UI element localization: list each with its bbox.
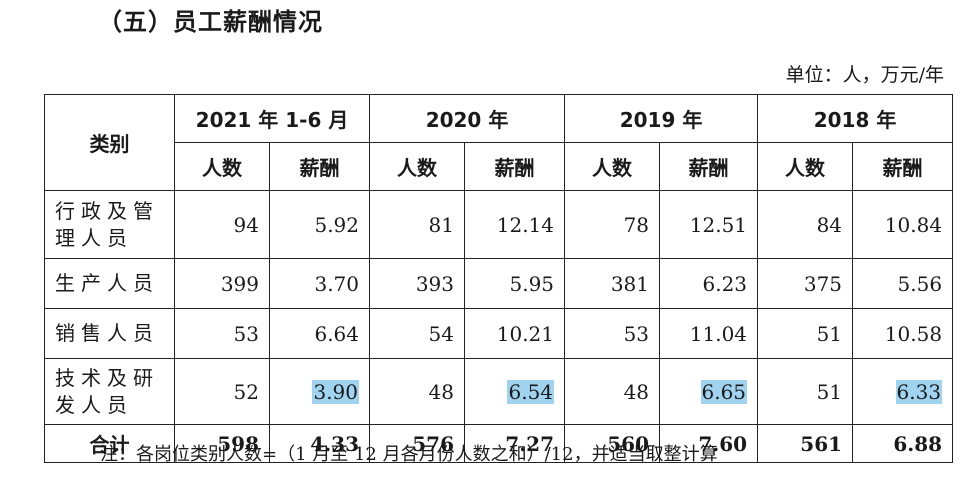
salary-cell: 10.21 [463,308,566,359]
salary-cell: 3.70 [269,258,370,309]
salary-cell: 12.51 [659,190,759,259]
headcount-cell: 393 [369,258,465,309]
headcount-cell: 52 [174,358,270,425]
salary-cell: 6.65 [659,358,759,425]
headcount-cell: 48 [369,358,465,425]
table-row: 行政及管 理人员 94 5.92 81 12.14 78 12.51 84 10.… [44,190,954,259]
table-row: 销售人员 53 6.64 54 10.21 53 11.04 51 10.58 [44,308,954,359]
category-header: 类别 [44,94,175,191]
salary-cell: 10.84 [852,190,954,259]
total-headcount: 560 [564,424,661,463]
headcount-cell: 51 [757,358,854,425]
section-title: （五）员工薪酬情况 [98,8,323,36]
total-headcount: 576 [369,424,465,463]
total-salary: 7.27 [463,424,566,463]
total-salary: 7.60 [659,424,759,463]
salary-cell: 5.56 [852,258,954,309]
period-header: 2021 年 1-6 月 [174,94,370,143]
period-header: 2020 年 [368,94,566,143]
total-salary: 4.33 [269,424,370,463]
footnote: 注：各岗位类别人数=（1 月至 12 月各月份人数之和）/12，并适当取整计算 [100,444,718,465]
salary-header: 薪酬 [852,142,954,191]
salary-table: 类别 2021 年 1-6 月 2020 年 2019 年 2018 年 人数 … [44,94,954,463]
row-label: 技术及研 发人员 [44,358,175,425]
headcount-cell: 53 [564,308,661,359]
salary-header: 薪酬 [659,142,759,191]
salary-header: 薪酬 [269,142,370,191]
headcount-cell: 53 [174,308,270,359]
headcount-cell: 375 [757,258,854,309]
headcount-cell: 381 [564,258,661,309]
headcount-cell: 81 [369,190,465,259]
salary-cell: 5.95 [463,258,566,309]
headcount-cell: 78 [564,190,661,259]
salary-cell: 11.04 [659,308,759,359]
period-header: 2018 年 [757,94,954,143]
headcount-cell: 54 [369,308,465,359]
salary-header: 薪酬 [463,142,566,191]
headcount-header: 人数 [564,142,661,191]
row-label: 生产人员 [44,258,175,309]
headcount-cell: 399 [174,258,270,309]
total-salary: 6.88 [852,424,954,463]
headcount-cell: 94 [174,190,270,259]
salary-cell: 6.23 [659,258,759,309]
unit-label: 单位：人，万元/年 [785,64,944,86]
salary-cell: 6.33 [852,358,954,425]
salary-cell: 6.64 [269,308,370,359]
highlighted-value: 6.33 [895,379,943,404]
highlighted-value: 3.90 [312,379,359,404]
headcount-cell: 48 [564,358,661,425]
salary-cell: 5.92 [269,190,370,259]
table-row: 生产人员 399 3.70 393 5.95 381 6.23 375 5.56 [44,258,954,309]
total-label: 合计 [44,424,175,463]
headcount-cell: 51 [757,308,854,359]
total-row: 合计 598 4.33 576 7.27 560 7.60 561 6.88 [44,424,954,463]
row-label: 销售人员 [44,308,175,359]
headcount-header: 人数 [757,142,854,191]
headcount-cell: 84 [757,190,854,259]
period-header: 2019 年 [564,94,759,143]
total-headcount: 598 [174,424,270,463]
headcount-header: 人数 [174,142,270,191]
salary-cell: 3.90 [269,358,370,425]
highlighted-value: 6.54 [507,379,555,404]
total-headcount: 561 [757,424,854,463]
headcount-header: 人数 [369,142,465,191]
row-label: 行政及管 理人员 [44,190,175,259]
salary-cell: 6.54 [463,358,566,425]
salary-cell: 12.14 [463,190,566,259]
salary-cell: 10.58 [852,308,954,359]
highlighted-value: 6.65 [700,379,748,404]
table-row: 技术及研 发人员 52 3.90 48 6.54 48 6.65 51 6.33 [44,358,954,425]
